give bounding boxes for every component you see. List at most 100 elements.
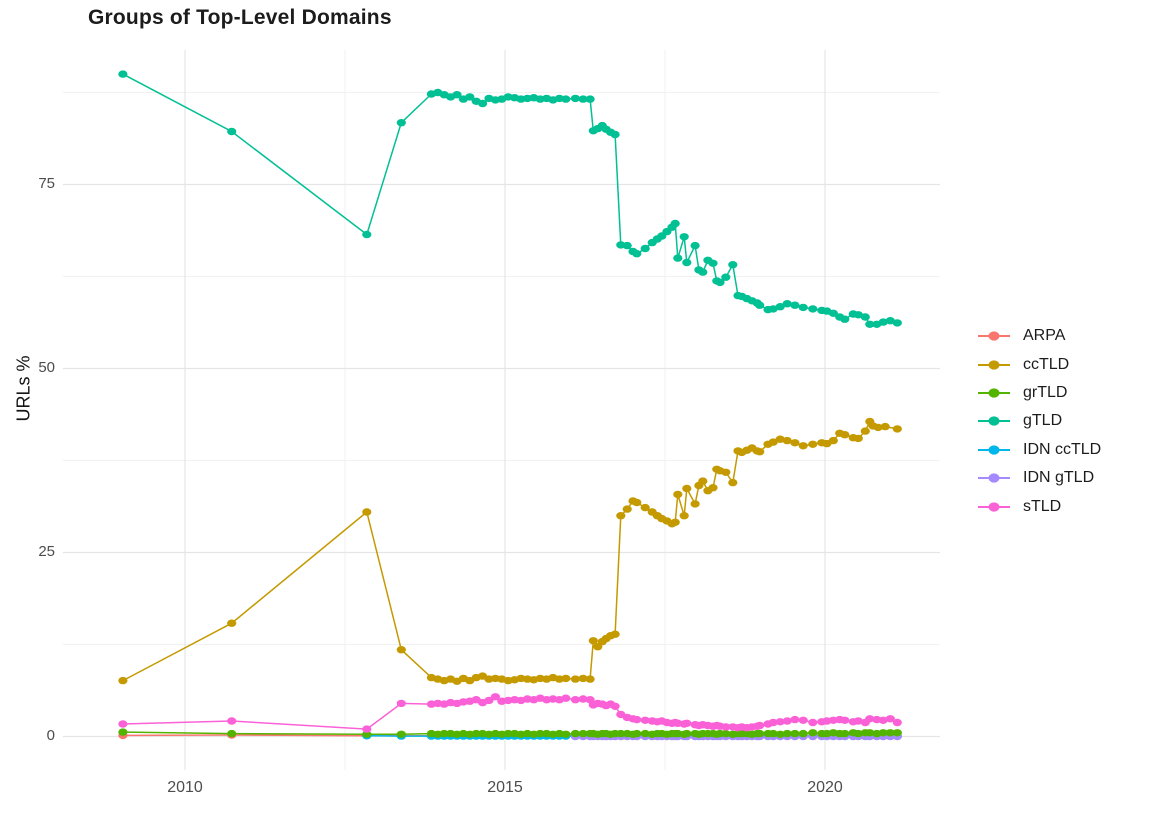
data-point-stld <box>640 716 650 724</box>
data-point-grtld <box>808 729 818 737</box>
data-point-stld <box>118 720 128 728</box>
legend-item-cctld: ccTLD <box>977 350 1101 378</box>
data-point-stld <box>885 715 895 723</box>
x-tick-label: 2020 <box>807 779 843 796</box>
data-point-gtld <box>585 95 595 103</box>
data-point-cctld <box>362 508 372 516</box>
data-point-cctld <box>768 438 778 446</box>
legend-label: grTLD <box>1023 383 1068 401</box>
data-point-grtld <box>118 728 128 736</box>
data-point-gtld <box>782 300 792 308</box>
data-point-grtld <box>578 729 588 738</box>
data-point-stld <box>853 717 863 725</box>
legend-label: ARPA <box>1023 327 1066 345</box>
x-tick-label: 2010 <box>167 779 203 796</box>
data-point-gtld <box>610 130 620 139</box>
data-point-gtld <box>828 309 838 317</box>
data-point-stld <box>755 721 765 730</box>
data-point-cctld <box>892 425 902 433</box>
data-point-cctld <box>673 490 683 499</box>
data-point-cctld <box>622 505 632 513</box>
data-point-cctld <box>798 442 808 450</box>
data-point-grtld <box>471 729 481 738</box>
data-point-grtld <box>755 729 765 738</box>
data-point-gtld <box>118 70 128 78</box>
data-point-stld <box>892 718 902 727</box>
chart-title: Groups of Top-Level Domains <box>88 6 392 29</box>
legend-key-icon <box>978 359 1010 370</box>
data-point-stld <box>632 715 642 724</box>
data-point-gtld <box>640 244 650 253</box>
data-point-cctld <box>728 478 738 487</box>
data-point-gtld <box>670 219 680 228</box>
data-point-stld <box>610 702 620 710</box>
data-point-grtld <box>570 729 581 738</box>
data-point-gtld <box>673 254 683 262</box>
data-point-gtld <box>561 95 571 103</box>
data-point-stld <box>798 716 808 724</box>
data-point-cctld <box>690 500 700 508</box>
data-point-grtld <box>439 729 449 738</box>
data-point-cctld <box>755 448 765 456</box>
legend-label: gTLD <box>1023 412 1063 430</box>
legend-item-grtld: grTLD <box>977 379 1101 407</box>
legend-item-idn-cctld: IDN ccTLD <box>977 436 1101 464</box>
legend-item-gtld: gTLD <box>977 407 1101 435</box>
data-point-gtld <box>768 305 778 313</box>
data-point-gtld <box>632 250 642 258</box>
legend: ARPA ccTLD grTLD gTLD IDN ccTLD IDN gTLD sTLD <box>977 322 1101 521</box>
data-point-gtld <box>775 303 785 311</box>
data-point-grtld <box>396 730 406 738</box>
data-point-gtld <box>721 273 731 281</box>
data-point-grtld <box>616 729 626 738</box>
data-point-cctld <box>561 674 571 683</box>
y-tick-label: 75 <box>38 174 55 192</box>
data-point-gtld <box>860 313 870 321</box>
data-point-stld <box>362 725 372 733</box>
data-point-grtld <box>768 729 778 738</box>
data-point-stld <box>682 719 692 727</box>
data-point-stld <box>775 718 785 726</box>
legend-item-stld: sTLD <box>977 492 1101 520</box>
data-point-grtld <box>503 729 513 738</box>
legend-label: ccTLD <box>1023 355 1070 373</box>
series-line-gtld <box>122 73 898 326</box>
data-point-stld <box>878 716 888 724</box>
data-point-cctld <box>775 435 785 443</box>
data-point-cctld <box>840 431 850 439</box>
data-point-cctld <box>873 423 883 432</box>
data-point-gtld <box>570 94 581 103</box>
data-point-stld <box>570 696 581 704</box>
data-point-cctld <box>721 468 731 476</box>
data-point-grtld <box>640 729 650 738</box>
data-point-stld <box>808 718 818 727</box>
data-point-cctld <box>670 518 680 526</box>
data-point-cctld <box>698 477 708 485</box>
data-point-cctld <box>396 646 406 654</box>
x-tick-label: 2015 <box>487 779 523 796</box>
data-point-stld <box>790 715 800 724</box>
data-point-cctld <box>640 503 650 512</box>
data-point-cctld <box>828 436 838 445</box>
legend-label: IDN ccTLD <box>1023 440 1102 458</box>
data-point-gtld <box>728 261 738 269</box>
data-point-grtld <box>632 729 642 738</box>
data-point-grtld <box>878 729 888 737</box>
data-point-stld <box>490 693 500 701</box>
data-point-cctld <box>853 434 863 443</box>
data-point-gtld <box>452 91 462 99</box>
legend-key-icon <box>978 388 1010 398</box>
data-point-gtld <box>790 301 800 309</box>
legend-key-icon <box>978 445 1010 455</box>
data-point-cctld <box>118 676 128 685</box>
data-point-stld <box>561 694 571 702</box>
legend-label: sTLD <box>1023 497 1062 515</box>
legend-key-icon <box>978 416 1010 426</box>
data-point-gtld <box>798 303 808 312</box>
data-point-grtld <box>227 729 237 738</box>
data-point-cctld <box>790 439 800 447</box>
data-point-grtld <box>362 730 372 738</box>
data-point-cctld <box>632 498 642 507</box>
legend-label: IDN gTLD <box>1023 469 1095 487</box>
